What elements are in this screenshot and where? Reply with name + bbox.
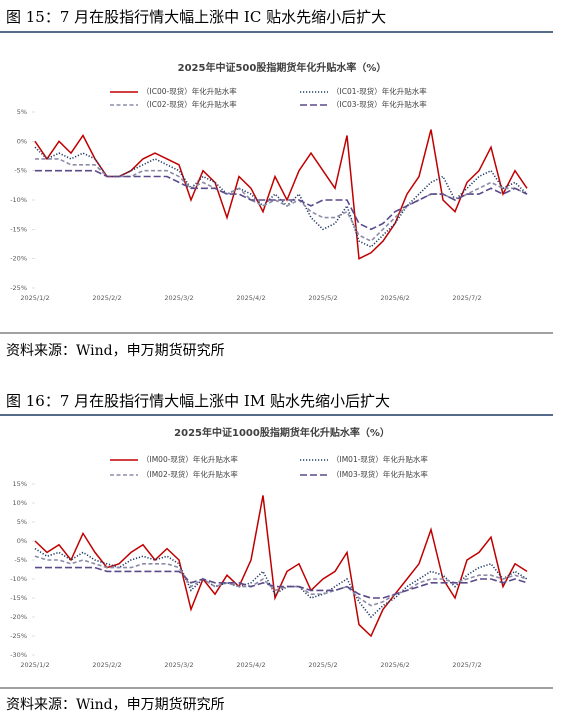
y-tick-label: 5% [17,518,27,526]
x-tick-label: 2025/2/2 [92,294,121,302]
y-tick-label: 15% [13,480,27,488]
x-tick-label: 2025/2/2 [92,661,121,669]
y-tick-label: -30% [10,651,27,659]
y-tick-label: 0% [17,537,27,545]
legend-label: （IC02-现货）年化升贴水率 [142,99,237,109]
x-tick-label: 2025/1/2 [20,294,49,302]
legend-label: （IM02-现货）年化升贴水率 [142,469,238,479]
y-tick-label: -25% [10,632,27,640]
series-line [34,129,528,260]
y-tick-label: 5% [17,108,27,116]
legend-label: （IM03-现货）年化升贴水率 [332,469,428,479]
figure-caption: 图 16：7 月在股指行情大幅上涨中 IM 贴水先缩小后扩大 [6,392,390,410]
legend-label: （IM00-现货）年化升贴水率 [142,454,238,464]
figure-caption: 图 15：7 月在股指行情大幅上涨中 IC 贴水先缩小后扩大 [6,8,386,26]
x-tick-label: 2025/7/2 [452,661,481,669]
source-note: 资料来源：Wind，申万期货研究所 [6,696,225,713]
series-line [35,566,528,599]
y-tick-label: -20% [10,613,27,621]
y-tick-label: -5% [14,556,27,564]
x-tick-label: 2025/3/2 [164,661,193,669]
source-note: 资料来源：Wind，申万期货研究所 [6,342,225,359]
y-tick-label: -10% [10,196,27,204]
y-tick-label: -20% [10,255,27,263]
series-line [34,146,528,248]
y-tick-label: -15% [10,225,27,233]
x-tick-label: 2025/7/2 [452,294,481,302]
chart-title: 2025年中证1000股指期货年化升贴水率（%） [174,426,390,439]
x-tick-label: 2025/3/2 [164,294,193,302]
y-tick-label: -10% [10,575,27,583]
series-line [34,495,528,638]
chart-title: 2025年中证500股指期货年化升贴水率（%） [178,61,387,74]
series-line [35,169,528,231]
x-tick-label: 2025/5/2 [308,294,337,302]
x-tick-label: 2025/6/2 [380,661,409,669]
legend-label: （IC03-现货）年化升贴水率 [332,99,427,109]
x-tick-label: 2025/4/2 [236,294,265,302]
x-tick-label: 2025/1/2 [20,661,49,669]
x-tick-label: 2025/5/2 [308,661,337,669]
legend-label: （IC00-现货）年化升贴水率 [142,86,237,96]
y-tick-label: 10% [13,499,27,507]
x-tick-label: 2025/4/2 [236,661,265,669]
series-line [34,555,528,607]
y-tick-label: -15% [10,594,27,602]
legend-label: （IM01-现货）年化升贴水率 [332,454,428,464]
y-tick-label: 0% [17,137,27,145]
y-tick-label: -5% [14,167,27,175]
x-tick-label: 2025/6/2 [380,294,409,302]
legend-label: （IC01-现货）年化升贴水率 [332,86,427,96]
y-tick-label: -25% [10,284,27,292]
